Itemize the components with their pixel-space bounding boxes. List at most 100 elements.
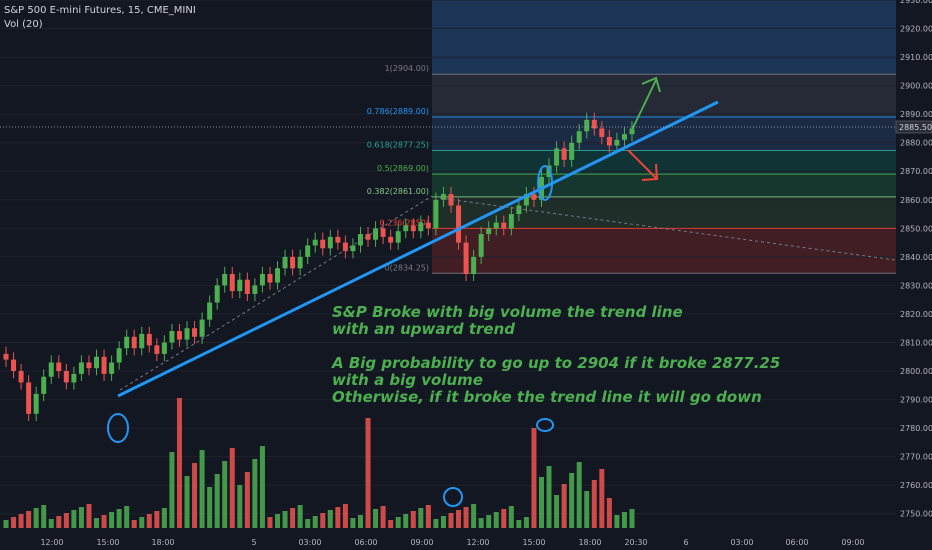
candle-body-21: [161, 342, 167, 354]
volume-bar-83: [629, 509, 635, 528]
candle-body-17: [131, 336, 137, 349]
drawings: [0, 76, 932, 507]
down-arrow-shaft: [627, 149, 657, 179]
candle-body-66: [501, 222, 507, 229]
volume-bar-32: [244, 472, 250, 528]
candle-body-51: [388, 236, 394, 243]
candle-body-15: [116, 348, 122, 363]
volume-bar-31: [237, 485, 243, 528]
candle-body-5: [41, 376, 47, 394]
time-tick-0: 12:00: [40, 538, 63, 547]
candle-body-59: [448, 194, 454, 206]
up-arrow-head: [641, 76, 661, 93]
candle-body-77: [584, 119, 590, 132]
volume-bar-24: [184, 476, 190, 528]
fib-label-5: 0.236(2850): [379, 218, 429, 227]
candle-body-64: [486, 228, 492, 235]
price-tick-18: 2930.00: [900, 0, 932, 5]
candle-body-29: [222, 273, 228, 286]
volume-bar-56: [425, 505, 431, 528]
volume-bar-20: [154, 511, 160, 528]
price-tick-11: 2860.00: [900, 196, 932, 205]
volume-bar-51: [388, 520, 394, 528]
candle-body-83: [629, 128, 635, 135]
fib-zones: [432, 0, 896, 274]
volume-bar-74: [561, 484, 567, 528]
last-price-label: 2885.50: [899, 123, 932, 132]
time-tick-9: 18:00: [578, 538, 601, 547]
time-axis[interactable]: 12:00 15:00 18:00 5 03:00 06:00 09:00 12:00 15:0…: [0, 532, 932, 550]
candle-body-24: [184, 328, 190, 340]
candle-body-62: [471, 256, 477, 274]
trend-line: [117, 100, 719, 398]
time-tick-2: 18:00: [151, 538, 174, 547]
candle-body-55: [418, 222, 424, 232]
volume-bar-34: [259, 446, 265, 528]
volume-bar-22: [169, 452, 175, 528]
candle-body-48: [365, 234, 371, 240]
fib-label-1: 0.786(2889.00): [367, 107, 429, 116]
volume-bar-53: [403, 514, 409, 528]
volume-bar-67: [508, 506, 514, 528]
candle-body-4: [33, 393, 39, 414]
candle-body-6: [48, 362, 54, 377]
volume-bar-27: [207, 487, 213, 528]
volume-bar-48: [365, 418, 371, 528]
price-tick-1: 2760.00: [900, 481, 932, 490]
time-tick-10: 20:30: [624, 538, 647, 547]
volume-bar-29: [222, 461, 228, 528]
volume-bar-30: [229, 448, 235, 528]
candle-body-3: [26, 382, 32, 414]
volume-bar-79: [599, 469, 605, 528]
volume-bar-52: [395, 517, 401, 528]
price-tick-15: 2900.00: [900, 82, 932, 91]
price-tick-8: 2830.00: [900, 281, 932, 290]
candle-body-81: [614, 139, 620, 146]
candle-body-43: [327, 236, 333, 249]
volume-bar-37: [282, 511, 288, 528]
time-axis-bg: [0, 532, 932, 550]
volume-bar-1: [11, 517, 17, 528]
volume-bar-73: [554, 495, 560, 528]
candle-body-46: [350, 245, 356, 252]
volume-bar-71: [538, 477, 544, 528]
candle-body-14: [109, 362, 115, 374]
volume-bar-40: [305, 519, 311, 528]
candle-body-53: [403, 225, 409, 232]
fib-label-0: 1(2904.00): [385, 64, 429, 73]
candle-body-22: [169, 331, 175, 343]
volume-bar-10: [78, 507, 84, 528]
time-tick-8: 15:00: [522, 538, 545, 547]
volume-legend[interactable]: Vol (20): [4, 19, 43, 30]
candle-body-49: [373, 228, 379, 240]
last-price-box: [895, 120, 932, 134]
volume-bar-13: [101, 515, 107, 528]
volume-bar-44: [335, 507, 341, 528]
candle-body-30: [229, 273, 235, 292]
fib-zone-3: [432, 150, 896, 175]
fib-zone-1: [432, 74, 896, 118]
time-tick-12: 03:00: [730, 538, 753, 547]
candle-body-27: [207, 302, 213, 320]
grid: [0, 0, 896, 515]
candle-body-33: [252, 285, 258, 294]
down-arrow-head: [641, 163, 659, 181]
price-axis[interactable]: 2750.00 2760.00 2770.00 2780.00 2790.00 2800.…: [895, 0, 932, 550]
volume-bar-60: [456, 510, 462, 528]
time-tick-3: 5: [251, 538, 256, 547]
volume-bar-16: [124, 506, 130, 528]
volume-bar-11: [86, 504, 92, 528]
volume-bar-50: [380, 506, 386, 528]
volume-bar-45: [342, 504, 348, 528]
candle-body-73: [554, 148, 560, 166]
fib-label-3: 0.5(2869.00): [377, 164, 429, 173]
volume-bar-5: [41, 505, 47, 528]
price-tick-12: 2870.00: [900, 167, 932, 176]
volume-bar-3: [26, 511, 32, 528]
candle-body-76: [576, 131, 582, 143]
volume-bar-63: [478, 518, 484, 528]
candle-body-0: [3, 353, 9, 360]
symbol-title[interactable]: S&P 500 E-mini Futures, 15, CME_MINI: [4, 5, 196, 16]
volume-bar-58: [440, 516, 446, 528]
